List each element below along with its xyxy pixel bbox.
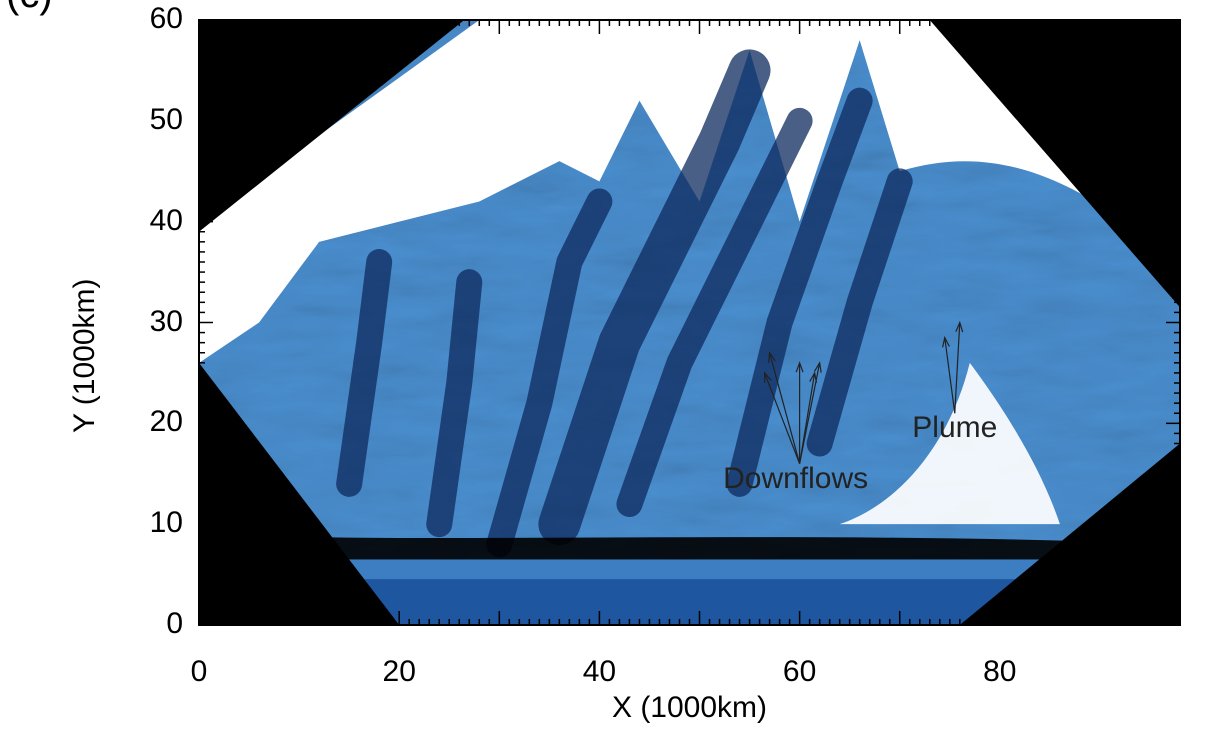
- annotation-arrow: [944, 337, 956, 414]
- downflow-lane: [806, 168, 913, 457]
- downflow-lane: [486, 188, 613, 558]
- x-tick-label: 40: [582, 655, 617, 688]
- annotation-arrowhead: [763, 371, 772, 383]
- y-tick-label: 40: [149, 203, 183, 237]
- mask-corner-2: [929, 20, 1180, 308]
- annotation-arrows: [763, 320, 964, 464]
- annotation-arrowhead: [768, 351, 776, 363]
- annotation-arrowhead: [955, 320, 964, 333]
- downflow-lane: [426, 269, 483, 538]
- annotation-arrowhead: [813, 361, 822, 373]
- annotation-arrowhead: [795, 361, 804, 373]
- annotation-arrow: [954, 322, 961, 414]
- annotation-arrowhead: [942, 335, 950, 348]
- annotation-arrow: [799, 372, 816, 464]
- y-tick-label: 0: [166, 607, 183, 640]
- y-tick-label: 30: [149, 304, 183, 338]
- annotation-arrow: [769, 352, 801, 464]
- downflow-lane: [336, 249, 393, 497]
- annotation-label: Plume: [912, 411, 998, 445]
- axes: [198, 19, 1181, 626]
- panel-label: (c): [6, 0, 53, 14]
- downflow-lane: [726, 87, 873, 497]
- y-axis-label: Y (1000km): [68, 277, 101, 433]
- mask-layer: [199, 20, 1180, 625]
- y-tick-label: 50: [149, 102, 183, 136]
- downflow-lane: [616, 107, 813, 517]
- x-tick-label: 80: [983, 655, 1017, 688]
- x-tick-label: 20: [382, 655, 416, 688]
- x-tick-label: 60: [782, 655, 817, 688]
- downflow-lane: [538, 49, 771, 546]
- plume-bright: [839, 362, 1060, 525]
- annotation-label: Downflows: [723, 461, 869, 495]
- limb-highlight: [199, 559, 1180, 580]
- image-layer: [199, 20, 1180, 625]
- annotation-arrow: [764, 372, 801, 464]
- mask-corner-1: [199, 20, 465, 232]
- y-tick-label: 60: [149, 2, 183, 35]
- y-tick-label: 10: [149, 506, 183, 540]
- x-tick-label: 0: [190, 655, 208, 688]
- mask-corner-4: [959, 443, 1180, 625]
- x-axis-label: X (1000km): [611, 691, 768, 724]
- bright-region: [199, 20, 1180, 363]
- mask-corner-3: [199, 362, 400, 625]
- annotation-arrowhead: [809, 371, 818, 383]
- y-tick-label: 20: [149, 405, 183, 439]
